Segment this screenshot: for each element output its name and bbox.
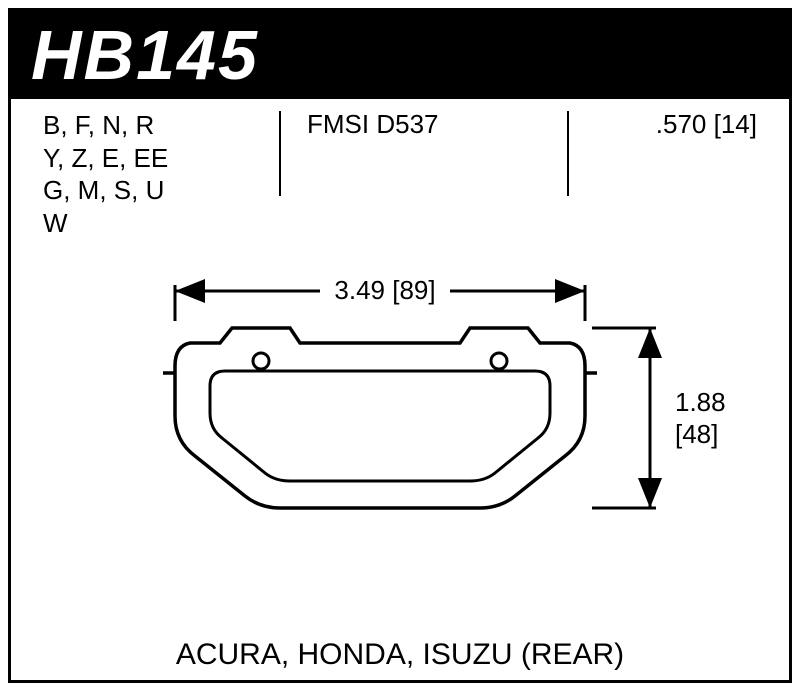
height-dim-in: 1.88 xyxy=(675,387,726,417)
fmsi-code: FMSI D537 xyxy=(307,109,439,140)
codes-line: Y, Z, E, EE xyxy=(43,142,243,175)
brake-pad-diagram: 3.49 [89] xyxy=(11,211,789,631)
part-number-title: HB145 xyxy=(31,15,259,95)
divider-line xyxy=(567,111,569,196)
width-dimension: 3.49 [89] xyxy=(175,271,585,321)
height-dimension: 1.88 [48] xyxy=(592,328,726,508)
application-footer: ACURA, HONDA, ISUZU (REAR) xyxy=(11,638,789,672)
codes-line: G, M, S, U xyxy=(43,174,243,207)
codes-line: B, F, N, R xyxy=(43,109,243,142)
thickness-inches: .570 xyxy=(656,109,707,139)
header-bar: HB145 xyxy=(11,11,789,99)
thickness-spec: .570 [14] xyxy=(656,109,757,140)
diagram-svg: 3.49 [89] xyxy=(40,211,760,611)
width-dim-label: 3.49 [89] xyxy=(334,275,435,305)
info-row: B, F, N, R Y, Z, E, EE G, M, S, U W FMSI… xyxy=(11,99,789,219)
height-dim-mm: [48] xyxy=(675,419,718,449)
divider-line xyxy=(279,111,281,196)
thickness-mm: [14] xyxy=(714,109,757,139)
spec-card-frame: HB145 B, F, N, R Y, Z, E, EE G, M, S, U … xyxy=(8,8,792,683)
